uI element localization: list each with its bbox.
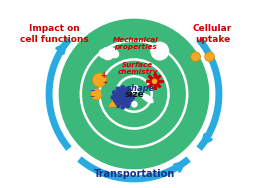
Circle shape xyxy=(116,76,152,112)
Circle shape xyxy=(151,42,169,60)
Text: −: − xyxy=(89,93,94,98)
Polygon shape xyxy=(108,100,117,107)
Text: Cellular
uptake: Cellular uptake xyxy=(193,24,232,44)
Circle shape xyxy=(116,104,120,108)
Text: Impact on
cell functions: Impact on cell functions xyxy=(20,24,89,44)
Circle shape xyxy=(109,49,118,58)
Circle shape xyxy=(113,100,116,104)
Circle shape xyxy=(121,86,125,89)
Circle shape xyxy=(99,59,169,129)
Text: shape: shape xyxy=(127,84,155,93)
Circle shape xyxy=(126,87,129,91)
Circle shape xyxy=(132,102,137,107)
Circle shape xyxy=(205,52,214,61)
Circle shape xyxy=(107,47,114,53)
Text: size: size xyxy=(124,90,144,99)
Ellipse shape xyxy=(141,94,153,103)
Circle shape xyxy=(152,79,157,83)
Text: Mechanical
properties: Mechanical properties xyxy=(113,37,159,50)
Text: +: + xyxy=(102,80,107,85)
Circle shape xyxy=(111,96,115,99)
Circle shape xyxy=(116,87,120,91)
Circle shape xyxy=(121,105,125,109)
Circle shape xyxy=(131,86,139,93)
Circle shape xyxy=(91,89,102,100)
Text: Surface
chemistry: Surface chemistry xyxy=(117,62,158,75)
Circle shape xyxy=(103,48,109,54)
Circle shape xyxy=(102,48,114,60)
Circle shape xyxy=(99,49,107,58)
Circle shape xyxy=(129,91,133,94)
Circle shape xyxy=(126,104,129,108)
Circle shape xyxy=(129,100,133,104)
Text: Transportation: Transportation xyxy=(93,169,175,179)
Circle shape xyxy=(131,96,134,99)
Circle shape xyxy=(112,51,118,58)
Circle shape xyxy=(81,41,187,147)
Circle shape xyxy=(115,89,131,105)
Circle shape xyxy=(113,91,116,94)
Circle shape xyxy=(92,73,107,87)
Text: −: − xyxy=(90,88,95,94)
Circle shape xyxy=(191,52,200,61)
Text: +: + xyxy=(101,71,107,80)
Circle shape xyxy=(59,19,209,169)
